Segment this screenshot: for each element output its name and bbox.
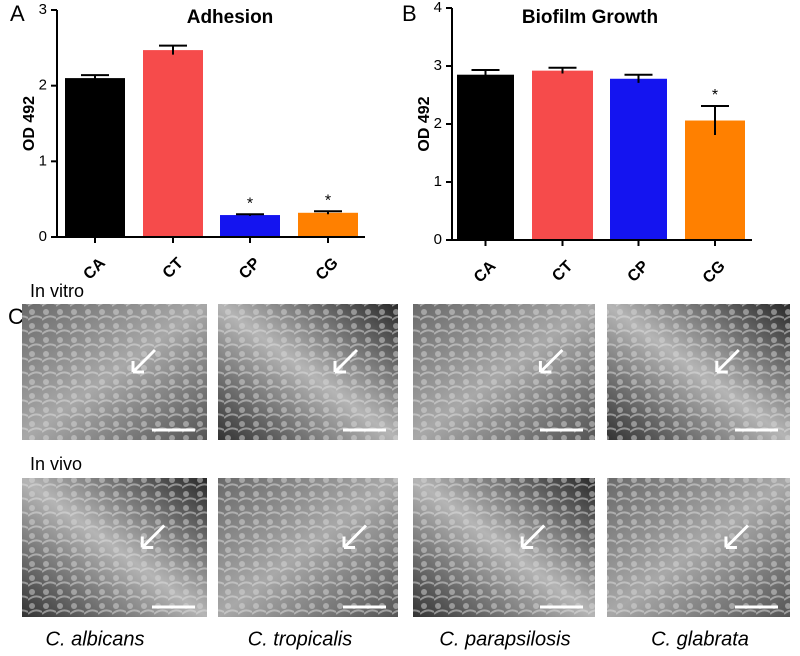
arrow — [715, 348, 740, 374]
error-bar — [624, 73, 653, 83]
arrow — [131, 348, 157, 374]
row-label: In vitro — [30, 281, 84, 301]
x-tick-label: CT — [549, 258, 576, 285]
chart-title: Biofilm Growth — [522, 7, 658, 28]
y-tick-label: 0 — [434, 231, 442, 248]
axes — [451, 8, 752, 241]
error-bar — [314, 210, 342, 215]
arrow — [333, 348, 359, 374]
micrograph-texture — [22, 478, 207, 617]
micrograph-texture — [607, 478, 790, 617]
micrograph-texture — [413, 478, 595, 617]
panel-c: C In vitro In vivo C. albicans C. tropic… — [8, 281, 790, 650]
bar — [457, 74, 514, 240]
micrograph-texture — [413, 304, 595, 440]
micrograph-texture — [22, 304, 207, 440]
row-label: In vivo — [30, 454, 82, 474]
x-tick-label: CT — [160, 255, 187, 282]
y-tick-label: 2 — [434, 115, 442, 132]
y-tick-label: 2 — [39, 77, 47, 94]
panel-label: C — [8, 304, 24, 329]
panel-label: A — [10, 1, 25, 26]
bar — [610, 78, 667, 240]
x-tick-label: CG — [313, 255, 342, 284]
bar — [298, 212, 358, 237]
panel-label: B — [402, 1, 417, 26]
micrograph-texture — [607, 304, 790, 440]
arrow — [520, 524, 546, 549]
chart-title: Adhesion — [187, 7, 274, 28]
error-bar — [701, 105, 729, 136]
bar — [65, 78, 125, 237]
significance-marker: * — [247, 196, 253, 213]
species-label: C. glabrata — [651, 628, 749, 650]
y-tick-label: 4 — [434, 0, 442, 16]
bar — [532, 70, 593, 240]
significance-marker: * — [712, 87, 718, 104]
error-bar — [159, 44, 187, 55]
error-bar — [81, 74, 109, 82]
error-bar — [548, 66, 577, 74]
axes — [56, 10, 365, 238]
x-tick-label: CP — [625, 258, 653, 286]
bar — [143, 50, 203, 237]
bar — [685, 120, 745, 240]
significance-marker: * — [325, 192, 331, 209]
y-tick-label: 3 — [434, 57, 442, 74]
x-tick-label: CG — [700, 258, 729, 287]
bar — [220, 215, 280, 237]
micrograph-texture — [218, 478, 398, 617]
species-label: C. albicans — [46, 628, 145, 650]
species-label: C. tropicalis — [248, 628, 352, 650]
y-axis-label: OD 492 — [21, 96, 38, 151]
arrow — [140, 524, 166, 549]
x-tick-label: CA — [471, 257, 500, 286]
micrograph-texture — [218, 304, 398, 440]
x-tick-label: CP — [236, 255, 264, 283]
y-tick-label: 3 — [39, 1, 47, 18]
y-axis-label: OD 492 — [416, 96, 433, 151]
y-tick-label: 1 — [39, 152, 47, 169]
species-label: C. parapsilosis — [439, 628, 570, 650]
arrow — [724, 524, 750, 549]
y-tick-label: 1 — [434, 173, 442, 190]
error-bar — [471, 69, 500, 80]
arrow — [342, 524, 368, 549]
x-tick-label: CA — [80, 254, 109, 283]
error-bar — [236, 213, 264, 216]
y-tick-label: 0 — [39, 228, 47, 245]
arrow — [538, 348, 564, 374]
